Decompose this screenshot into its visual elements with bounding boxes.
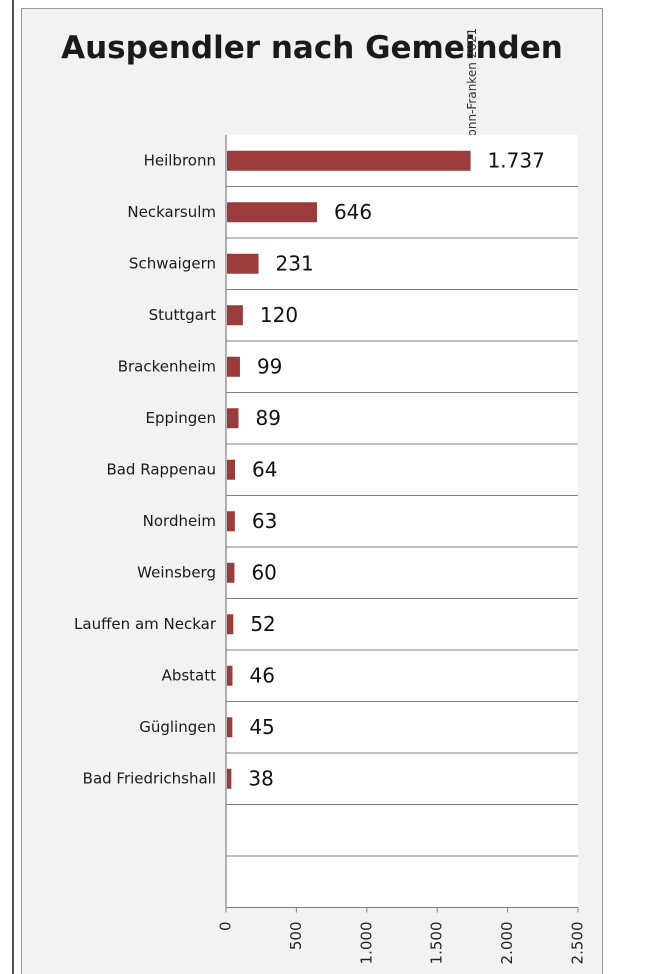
category-label: Brackenheim <box>118 357 216 375</box>
x-tick-label: 1.000 <box>357 922 375 965</box>
bar <box>227 253 259 274</box>
category-label: Güglingen <box>139 718 216 736</box>
data-label: 99 <box>257 354 282 378</box>
bar <box>227 562 235 583</box>
category-label: Neckarsulm <box>127 203 216 221</box>
x-tick-label: 0 <box>217 922 235 932</box>
data-label: 46 <box>249 663 274 687</box>
category-label: Nordheim <box>143 512 216 530</box>
data-label: 89 <box>256 406 281 430</box>
x-tick-label: 500 <box>287 922 305 951</box>
bar <box>227 356 240 377</box>
category-label: Eppingen <box>146 409 216 427</box>
bar <box>227 511 235 532</box>
data-label: 63 <box>252 509 277 533</box>
bar <box>227 202 317 223</box>
bar <box>227 768 232 789</box>
data-label: 45 <box>249 715 274 739</box>
data-label: 646 <box>334 200 372 224</box>
bar <box>227 150 471 171</box>
bar <box>227 459 236 480</box>
x-tick-label: 2.500 <box>569 922 587 965</box>
bar <box>227 408 239 429</box>
data-label: 38 <box>248 766 273 790</box>
category-label: Lauffen am Neckar <box>74 615 217 633</box>
bar <box>227 614 234 635</box>
category-label: Schwaigern <box>129 254 216 272</box>
data-label: 120 <box>260 303 298 327</box>
data-label: 60 <box>251 560 276 584</box>
data-label: 1.737 <box>488 148 545 172</box>
x-tick-label: 2.000 <box>498 922 516 965</box>
chart-title: Auspendler nach Gemeinden <box>61 30 563 66</box>
category-label: Heilbronn <box>144 151 216 169</box>
bar <box>227 665 233 686</box>
category-label: Bad Rappenau <box>106 460 216 478</box>
plot-area <box>226 135 578 908</box>
outer-border-line <box>12 0 14 974</box>
category-label: Stuttgart <box>149 306 217 324</box>
data-label: 231 <box>276 251 314 275</box>
data-label: 64 <box>252 457 277 481</box>
category-label: Weinsberg <box>137 563 216 581</box>
category-label: Bad Friedrichshall <box>83 769 216 787</box>
category-label: Abstatt <box>162 666 217 684</box>
data-label: 52 <box>250 612 275 636</box>
bar <box>227 305 243 326</box>
x-tick-label: 1.500 <box>428 922 446 965</box>
bar <box>227 717 233 738</box>
